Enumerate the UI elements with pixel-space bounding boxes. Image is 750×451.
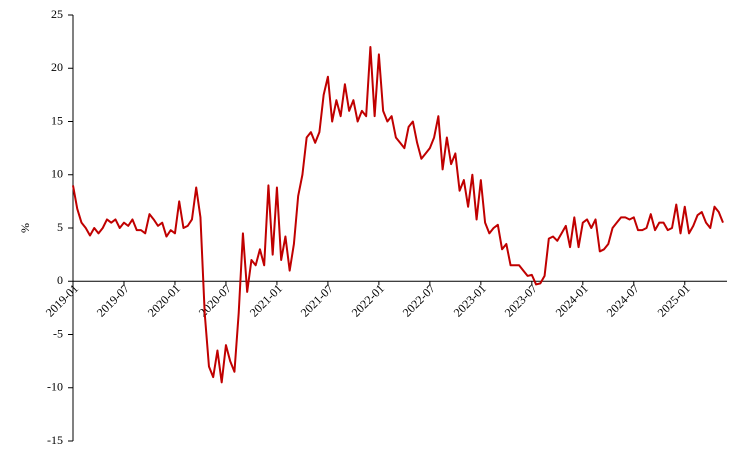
x-tick-label: 2024-01	[553, 281, 591, 319]
x-tick-label: 2023-01	[451, 281, 489, 319]
y-tick-label: 15	[51, 113, 63, 127]
x-tick-label: 2024-07	[604, 281, 642, 319]
y-tick-label: 20	[51, 60, 63, 74]
x-tick-label: 2022-07	[400, 281, 438, 319]
y-tick-label: -5	[53, 326, 63, 340]
x-tick-label: 2020-07	[196, 281, 234, 319]
x-tick-label: 2021-01	[247, 281, 285, 319]
y-tick-label: 0	[57, 273, 63, 287]
x-tick-label: 2019-07	[94, 281, 132, 319]
x-tick-label: 2022-01	[349, 281, 387, 319]
data-line	[72, 45, 724, 384]
x-tick-label: 2025-01	[655, 281, 693, 319]
y-tick-label: 10	[51, 167, 63, 181]
x-tick-label: 2021-07	[298, 281, 336, 319]
y-tick-label: -10	[47, 380, 63, 394]
x-tick-label: 2020-01	[145, 281, 183, 319]
x-tick-label: 2023-07	[502, 281, 540, 319]
y-tick-label: -15	[47, 433, 63, 447]
y-axis-label: %	[18, 223, 32, 233]
y-tick-label: 5	[57, 220, 63, 234]
y-tick-label: 25	[51, 7, 63, 21]
x-tick-label: 2019-01	[43, 281, 81, 319]
